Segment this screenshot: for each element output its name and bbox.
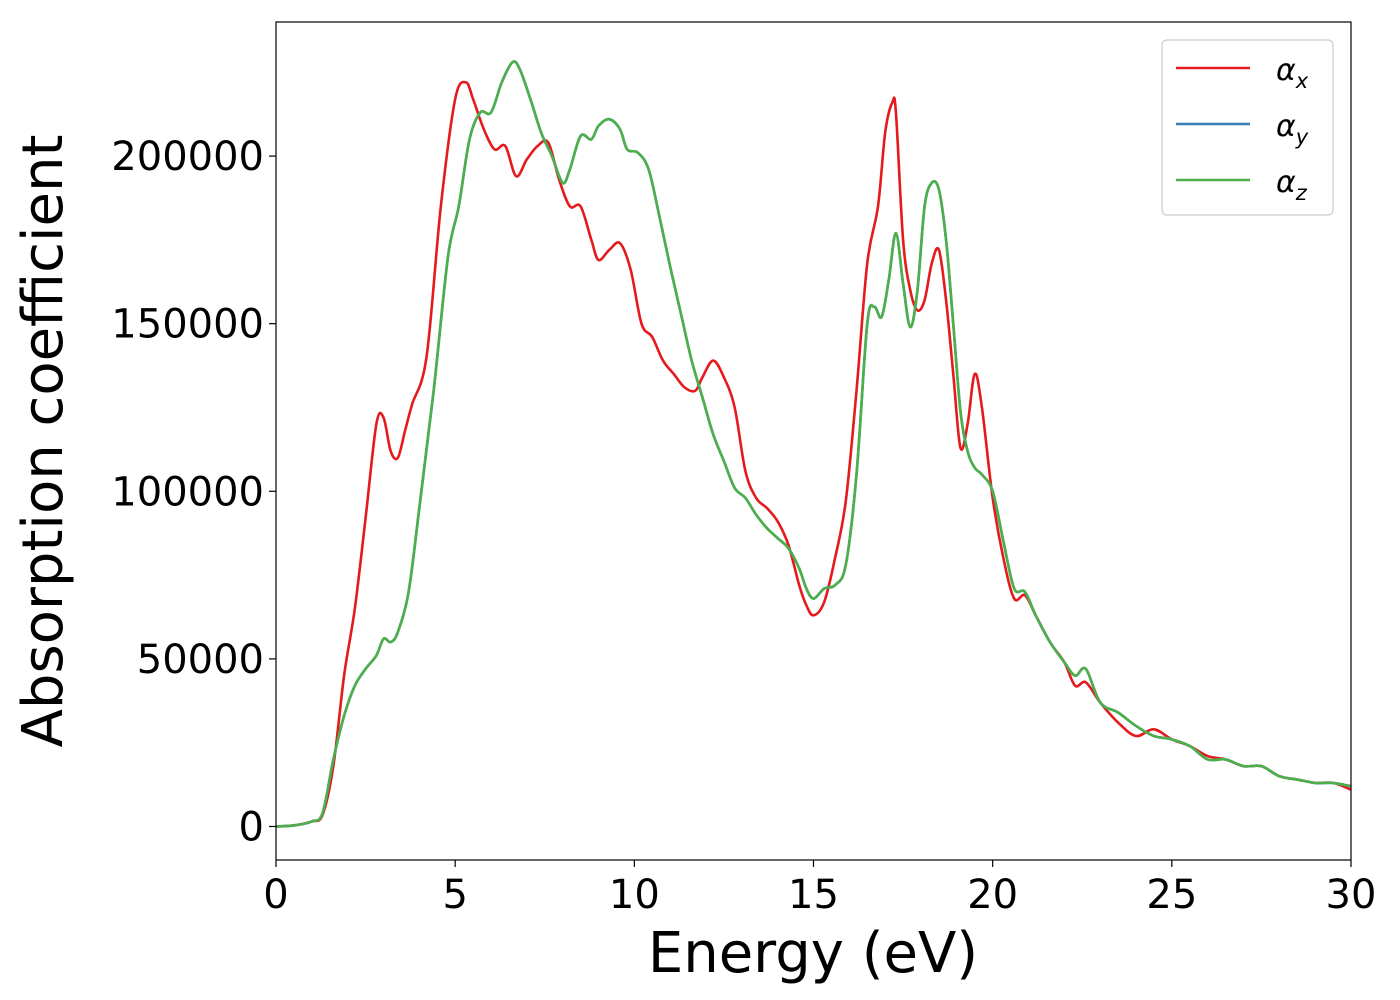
y-tick-label: 0: [239, 804, 264, 850]
y-tick-label: 50000: [137, 637, 264, 683]
series-layer: [276, 60, 1351, 828]
x-tick-label: 20: [967, 872, 1018, 918]
legend-box: [1161, 39, 1334, 216]
series-line-x: [276, 80, 1351, 828]
y-tick-label: 100000: [111, 469, 264, 515]
y-tick-label: 200000: [111, 134, 264, 180]
x-tick-label: 0: [263, 872, 288, 918]
y-axis-title: Absorption coefficient: [11, 135, 76, 748]
y-axis: 0 50000 100000 150000 200000: [111, 134, 276, 850]
x-tick-label: 5: [442, 872, 467, 918]
legend: αx αy αz: [1161, 39, 1334, 216]
x-tick-label: 25: [1146, 872, 1197, 918]
legend-label-z: αz: [1276, 165, 1308, 205]
legend-label-y: αy: [1276, 109, 1309, 149]
x-axis-title: Energy (eV): [648, 921, 978, 986]
y-tick-label: 150000: [111, 302, 264, 348]
x-tick-label: 30: [1326, 872, 1377, 918]
x-tick-label: 10: [609, 872, 660, 918]
x-axis: 0 5 10 15 20 25 30: [263, 860, 1376, 918]
series-line-z: [276, 60, 1351, 828]
x-tick-label: 15: [788, 872, 839, 918]
legend-label-x: αx: [1276, 53, 1309, 93]
